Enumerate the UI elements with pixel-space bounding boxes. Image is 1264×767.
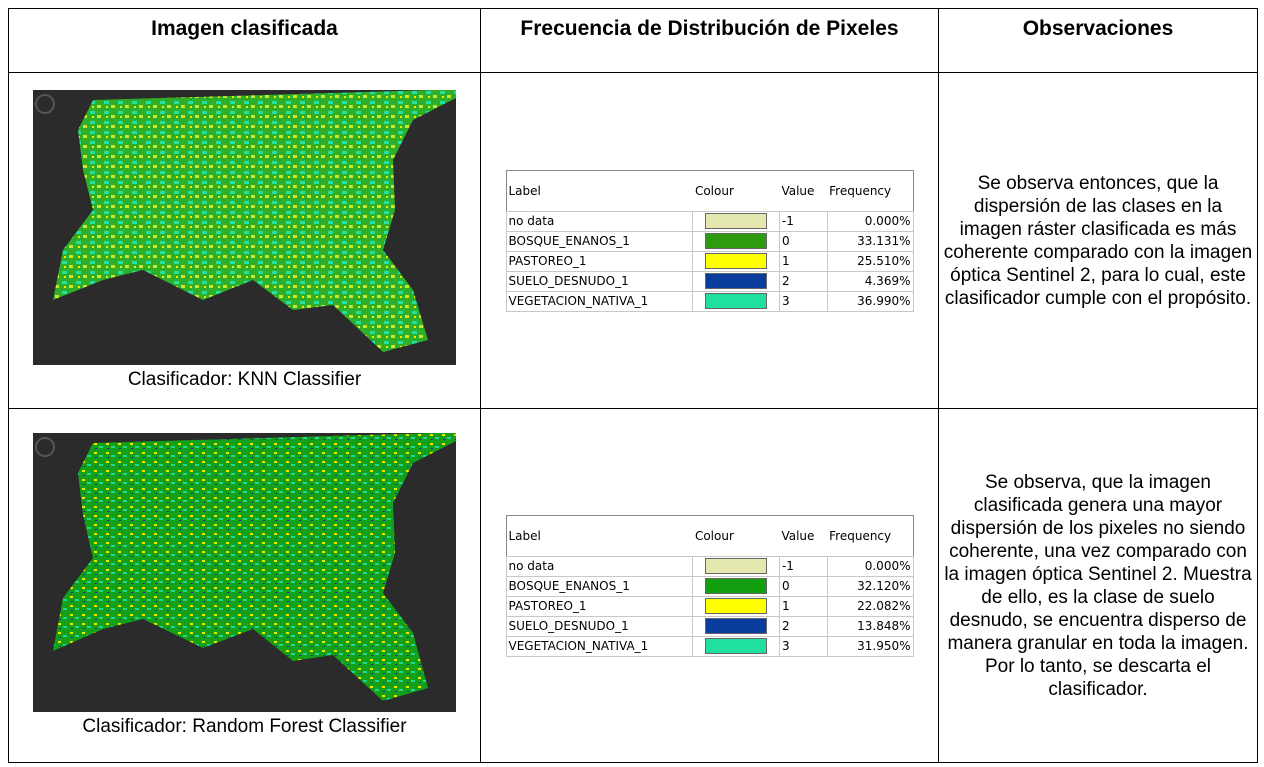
frequency-cell: Label Colour Value Frequency no data -1 0.000%…: [480, 408, 939, 763]
swatch: [705, 293, 768, 309]
value: -1: [778, 555, 828, 577]
value: 1: [778, 250, 828, 272]
caption: Clasificador: Random Forest Classifier: [82, 716, 407, 737]
header-row: Imagen clasificada Frecuencia de Distrib…: [8, 8, 1258, 73]
caption: Clasificador: KNN Classifier: [127, 369, 362, 390]
frequency: 4.369%: [826, 270, 914, 292]
label: SUELO_DESNUDO_1: [505, 270, 694, 292]
frequency-header: Label Colour Value Frequency: [506, 515, 913, 556]
label: BOSQUE_ENANOS_1: [505, 230, 694, 252]
value: 0: [778, 230, 828, 252]
classified-image: [33, 90, 456, 365]
frequency-cell: Label Colour Value Frequency no data -1 0.000%…: [480, 72, 939, 409]
value: -1: [778, 210, 828, 232]
header-cell: Observaciones: [938, 8, 1258, 73]
image-cell: Clasificador: Random Forest Classifier: [8, 408, 481, 763]
label: PASTOREO_1: [505, 595, 694, 617]
column-header: Frequency: [829, 183, 892, 198]
frequency: 31.950%: [826, 635, 914, 657]
column-header: Colour: [694, 528, 734, 543]
value: 0: [778, 575, 828, 597]
swatch: [705, 578, 768, 594]
label: VEGETACION_NATIVA_1: [505, 635, 694, 657]
value: 2: [778, 270, 828, 292]
frequency: 25.510%: [826, 250, 914, 272]
frequency-row: VEGETACION_NATIVA_1 3 36.990%: [505, 290, 914, 312]
colour: [692, 555, 780, 577]
column-header: Label: [508, 528, 541, 543]
row: Clasificador: Random Forest Classifier L…: [8, 408, 1258, 763]
colour: [692, 250, 780, 272]
frequency: 0.000%: [826, 210, 914, 232]
frequency: 0.000%: [826, 555, 914, 577]
frequency-row: no data -1 0.000%: [505, 555, 914, 577]
observation: Se observa, que la imagen clasificada ge…: [938, 408, 1258, 763]
frequency: 32.120%: [826, 575, 914, 597]
value: 1: [778, 595, 828, 617]
swatch: [705, 558, 768, 574]
header-cell: Frecuencia de Distribución de Pixeles: [480, 8, 939, 73]
frequency-row: PASTOREO_1 1 22.082%: [505, 595, 914, 617]
swatch: [705, 213, 768, 229]
frequency-row: SUELO_DESNUDO_1 2 13.848%: [505, 615, 914, 637]
value: 3: [778, 635, 828, 657]
colour: [692, 210, 780, 232]
frequency: 36.990%: [826, 290, 914, 312]
frequency-header: Label Colour Value Frequency: [506, 170, 913, 211]
frequency-row: BOSQUE_ENANOS_1 0 33.131%: [505, 230, 914, 252]
label: BOSQUE_ENANOS_1: [505, 575, 694, 597]
swatch: [705, 233, 768, 249]
frequency-table: Label Colour Value Frequency no data -1 0.000%…: [505, 169, 914, 312]
frequency: 22.082%: [826, 595, 914, 617]
classified-image: [33, 433, 456, 712]
swatch: [705, 618, 768, 634]
colour: [692, 290, 780, 312]
frequency: 33.131%: [826, 230, 914, 252]
colour: [692, 270, 780, 292]
header-cell: Imagen clasificada: [8, 8, 481, 73]
colour: [692, 615, 780, 637]
colour: [692, 230, 780, 252]
frequency-table: Label Colour Value Frequency no data -1 0.000%…: [505, 514, 914, 657]
frequency-row: no data -1 0.000%: [505, 210, 914, 232]
swatch: [705, 598, 768, 614]
column-header: Value: [781, 528, 815, 543]
colour: [692, 635, 780, 657]
row: Clasificador: KNN Classifier Label Colour…: [8, 72, 1258, 409]
column-header: Frequency: [829, 528, 892, 543]
observation: Se observa entonces, que la dispersión d…: [938, 72, 1258, 409]
frequency: 13.848%: [826, 615, 914, 637]
column-header: Label: [508, 183, 541, 198]
swatch: [705, 273, 768, 289]
swatch: [705, 638, 768, 654]
frequency-row: BOSQUE_ENANOS_1 0 32.120%: [505, 575, 914, 597]
value: 3: [778, 290, 828, 312]
frequency-row: VEGETACION_NATIVA_1 3 31.950%: [505, 635, 914, 657]
image-cell: Clasificador: KNN Classifier: [8, 72, 481, 409]
value: 2: [778, 615, 828, 637]
colour: [692, 595, 780, 617]
swatch: [705, 253, 768, 269]
document-table: Imagen clasificada Frecuencia de Distrib…: [8, 8, 1258, 763]
label: no data: [505, 210, 694, 232]
frequency-row: SUELO_DESNUDO_1 2 4.369%: [505, 270, 914, 292]
label: PASTOREO_1: [505, 250, 694, 272]
column-header: Value: [781, 183, 815, 198]
label: no data: [505, 555, 694, 577]
column-header: Colour: [694, 183, 734, 198]
colour: [692, 575, 780, 597]
frequency-row: PASTOREO_1 1 25.510%: [505, 250, 914, 272]
label: SUELO_DESNUDO_1: [505, 615, 694, 637]
label: VEGETACION_NATIVA_1: [505, 290, 694, 312]
